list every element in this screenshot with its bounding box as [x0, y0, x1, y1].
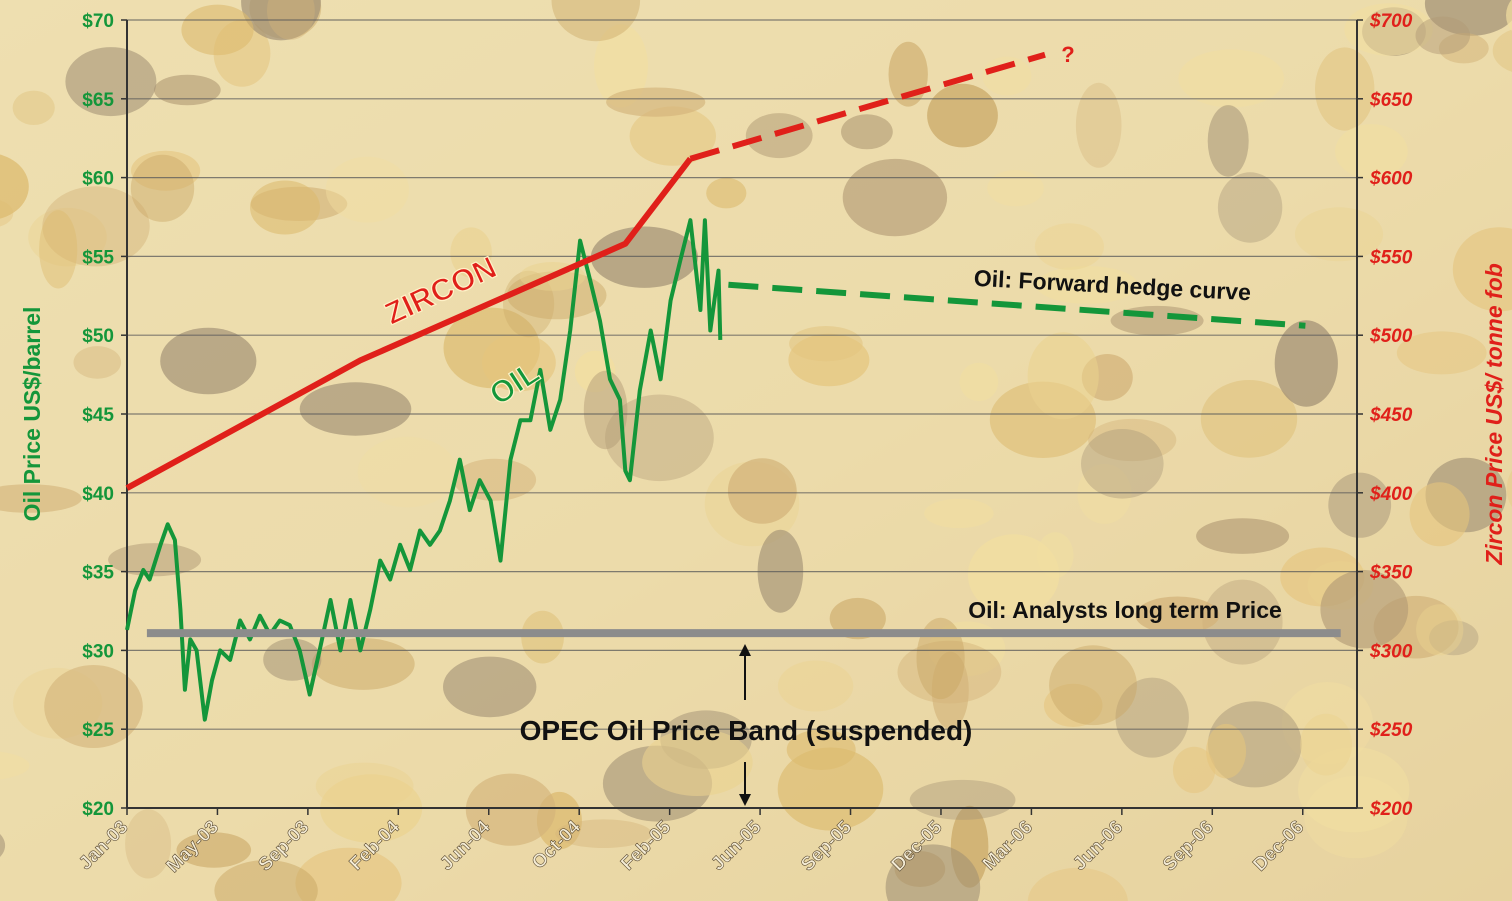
y2-tick-label: $650	[1369, 90, 1413, 111]
page: $20 $25 $30 $35 $40 $45 $50 $55 $60 $65 $70 $200 $25…	[0, 0, 1512, 901]
y-tick-label: $25	[82, 720, 114, 741]
y-tick-label: $20	[82, 799, 114, 820]
y2-tick-label: $600	[1369, 169, 1413, 190]
y2-tick-label: $200	[1369, 799, 1413, 820]
y-tick-label: $65	[82, 90, 114, 111]
y2-tick-label: $400	[1369, 484, 1413, 505]
y-tick-label: $35	[82, 563, 114, 584]
series-label: Oil: Analysts long term Price	[968, 597, 1282, 623]
y2-tick-label: $300	[1369, 641, 1413, 662]
y2-tick-label: $700	[1369, 11, 1413, 32]
y-tick-label: $50	[82, 326, 114, 347]
chart: $20 $25 $30 $35 $40 $45 $50 $55 $60 $65 $70 $200 $25…	[0, 0, 1512, 901]
y2-tick-label: $550	[1369, 247, 1413, 268]
y-tick-label: $45	[82, 405, 114, 426]
y-tick-label: $30	[82, 641, 114, 662]
y-tick-label: $70	[82, 11, 114, 32]
background-overlay	[0, 0, 1512, 901]
y-tick-label: $60	[82, 169, 114, 190]
y2-axis-title: Zircon Price US$/ tonne fob	[1481, 263, 1507, 566]
y2-tick-label: $500	[1369, 326, 1413, 347]
annotation: ?	[1061, 42, 1074, 67]
y2-tick-label: $450	[1369, 405, 1413, 426]
y-tick-label: $55	[82, 247, 114, 268]
y2-tick-label: $350	[1369, 563, 1413, 584]
y2-tick-label: $250	[1369, 720, 1413, 741]
y-tick-label: $40	[82, 484, 114, 505]
annotation: OPEC Oil Price Band (suspended)	[520, 715, 973, 746]
y-axis-title: Oil Price US$/barrel	[19, 307, 45, 522]
